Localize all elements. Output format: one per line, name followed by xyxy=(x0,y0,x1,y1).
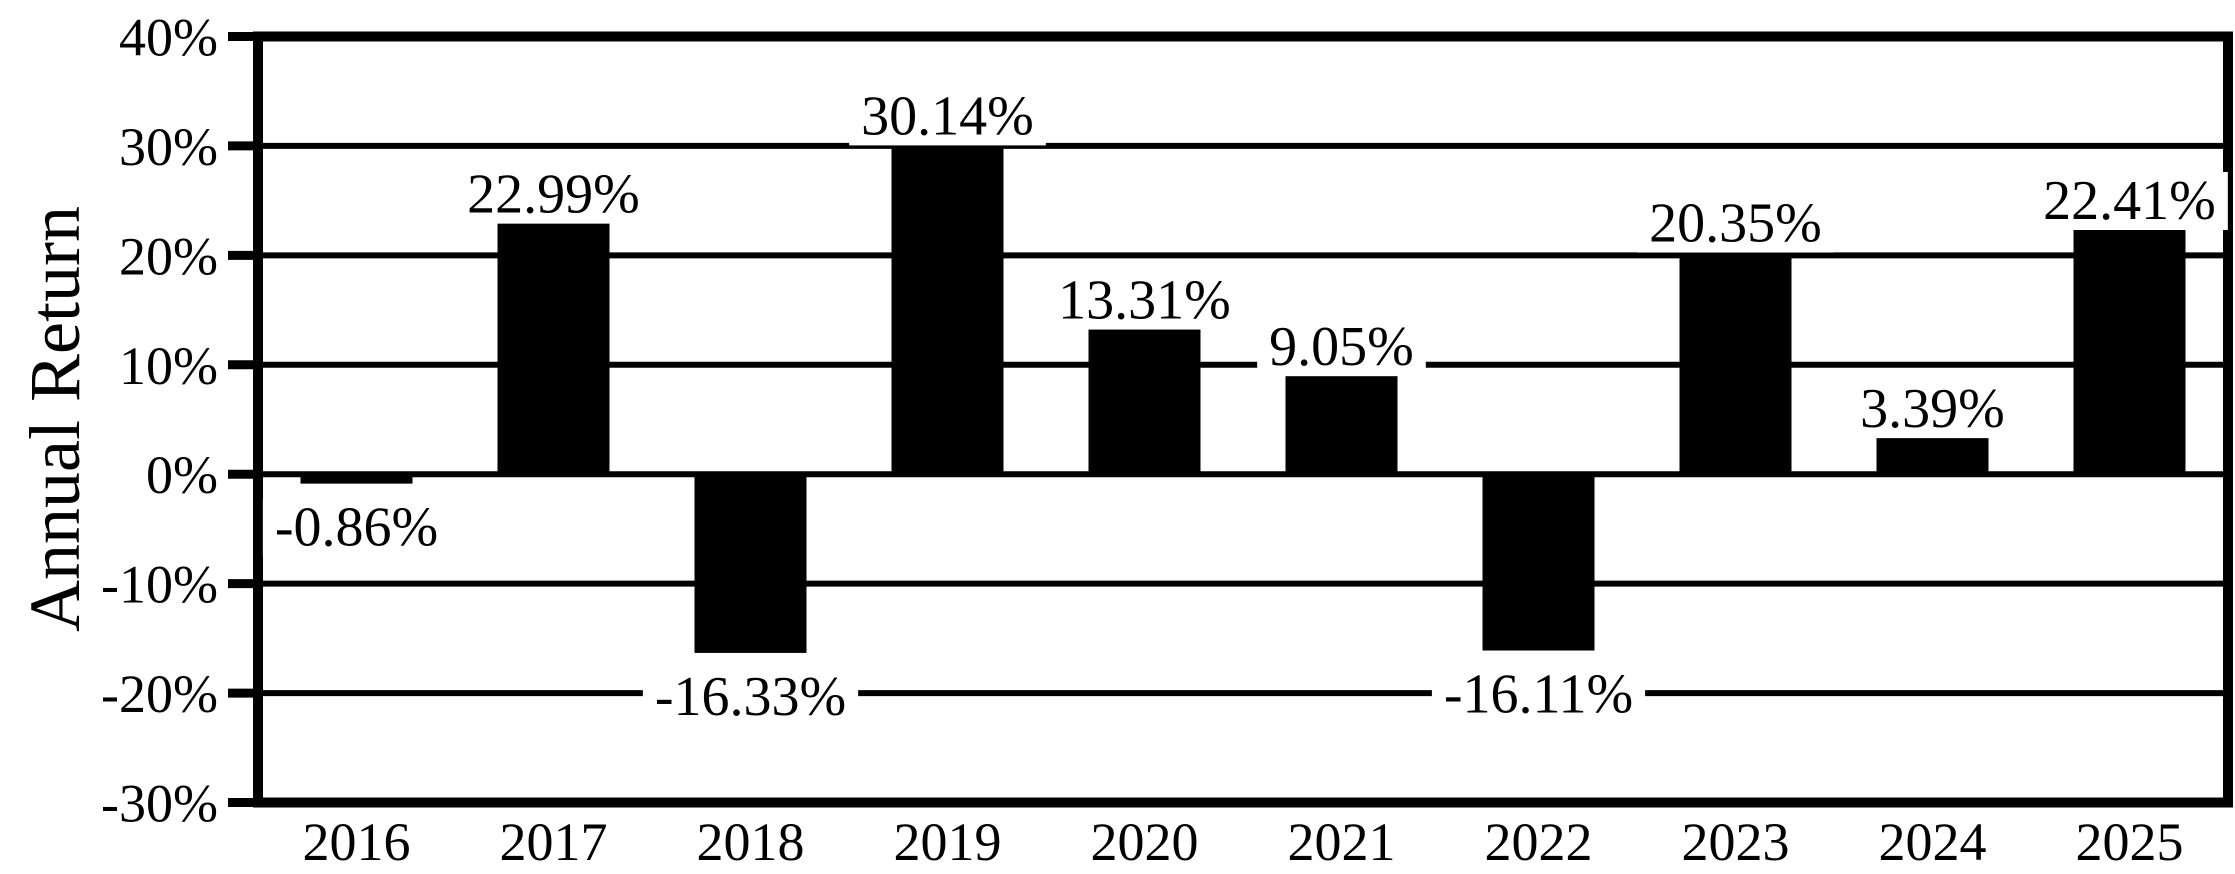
y-tick-label--10: -10% xyxy=(101,555,218,615)
y-tick-label-40: 40% xyxy=(119,8,218,68)
bar-2022 xyxy=(1482,474,1595,651)
value-label-halo-2022 xyxy=(1431,665,1646,724)
value-label-2019: 30.14% xyxy=(861,85,1034,147)
value-label-group-2018: -16.33% xyxy=(642,666,859,728)
bar-2019 xyxy=(891,144,1004,475)
value-label-group-2019: 30.14% xyxy=(849,85,1046,147)
bar-2024 xyxy=(1876,437,1989,475)
y-axis-title: Annual Return xyxy=(15,206,95,632)
value-label-group-2023: 20.35% xyxy=(1637,193,1834,255)
value-label-group-2024: 3.39% xyxy=(1848,378,2017,440)
year-label-2022: 2022 xyxy=(1485,812,1593,872)
value-label-halo-2018 xyxy=(642,667,859,726)
bar-2021 xyxy=(1285,375,1398,475)
value-label-2023: 20.35% xyxy=(1649,193,1822,255)
bar-2023 xyxy=(1679,251,1792,475)
plot-frame xyxy=(253,31,2233,808)
bar-2018 xyxy=(694,474,807,653)
value-label-2022: -16.11% xyxy=(1444,664,1633,726)
y-tick-label-20: 20% xyxy=(119,226,218,286)
year-label-2025: 2025 xyxy=(2076,812,2184,872)
plot-border xyxy=(253,31,2233,808)
value-label-halo-2020 xyxy=(1046,271,1243,330)
y-tick-label-10: 10% xyxy=(119,336,218,396)
x-axis-year-labels: 2016 2017 2018 2019 2020 2021 2022 2023 2024 2025 xyxy=(303,812,2184,872)
y-tick-label-30: 30% xyxy=(119,117,218,177)
value-label-group-2017: 22.99% xyxy=(455,164,652,226)
value-label-2017: 22.99% xyxy=(467,164,640,226)
bar-2017 xyxy=(497,222,610,475)
value-label-group-2016: -0.86% xyxy=(262,497,451,559)
value-label-halo-2023 xyxy=(1637,194,1834,253)
year-label-2020: 2020 xyxy=(1091,812,1199,872)
value-label-halo-2017 xyxy=(455,165,652,224)
bar-2016 xyxy=(300,474,413,484)
value-label-group-2025: 22.41% xyxy=(2031,170,2228,232)
y-tick-label-0: 0% xyxy=(146,445,218,505)
value-label-2016: -0.86% xyxy=(275,497,438,559)
value-label-halo-2024 xyxy=(1848,380,2017,439)
year-label-2019: 2019 xyxy=(894,812,1002,872)
value-label-2020: 13.31% xyxy=(1058,270,1231,332)
value-label-group-2020: 13.31% xyxy=(1046,270,1243,332)
value-label-group-2022: -16.11% xyxy=(1431,664,1646,726)
value-label-2024: 3.39% xyxy=(1860,378,2005,440)
value-label-halo-2016 xyxy=(262,498,451,557)
value-label-halo-2021 xyxy=(1257,318,1426,377)
value-label-halo-2019 xyxy=(849,87,1046,146)
bars xyxy=(300,144,2186,653)
bar-value-labels: -0.86% 22.99% -16.33% 30.14% 13.31% 9.05% -16.… xyxy=(262,85,2228,728)
value-label-group-2021: 9.05% xyxy=(1257,316,1426,378)
y-tick-label--30: -30% xyxy=(101,774,218,834)
year-label-2016: 2016 xyxy=(303,812,411,872)
bar-2025 xyxy=(2073,228,2186,475)
year-label-2024: 2024 xyxy=(1879,812,1987,872)
value-label-2018: -16.33% xyxy=(655,666,846,728)
bar-2020 xyxy=(1088,328,1201,475)
value-label-halo-2025 xyxy=(2031,171,2228,230)
year-label-2017: 2017 xyxy=(500,812,608,872)
year-label-2021: 2021 xyxy=(1288,812,1396,872)
y-axis-tick-labels: 40% 30% 20% 10% 0% -10% -20% -30% xyxy=(101,8,218,834)
year-label-2018: 2018 xyxy=(697,812,805,872)
value-label-2025: 22.41% xyxy=(2043,170,2216,232)
year-label-2023: 2023 xyxy=(1682,812,1790,872)
y-tick-label--20: -20% xyxy=(101,664,218,724)
value-label-2021: 9.05% xyxy=(1269,316,1414,378)
